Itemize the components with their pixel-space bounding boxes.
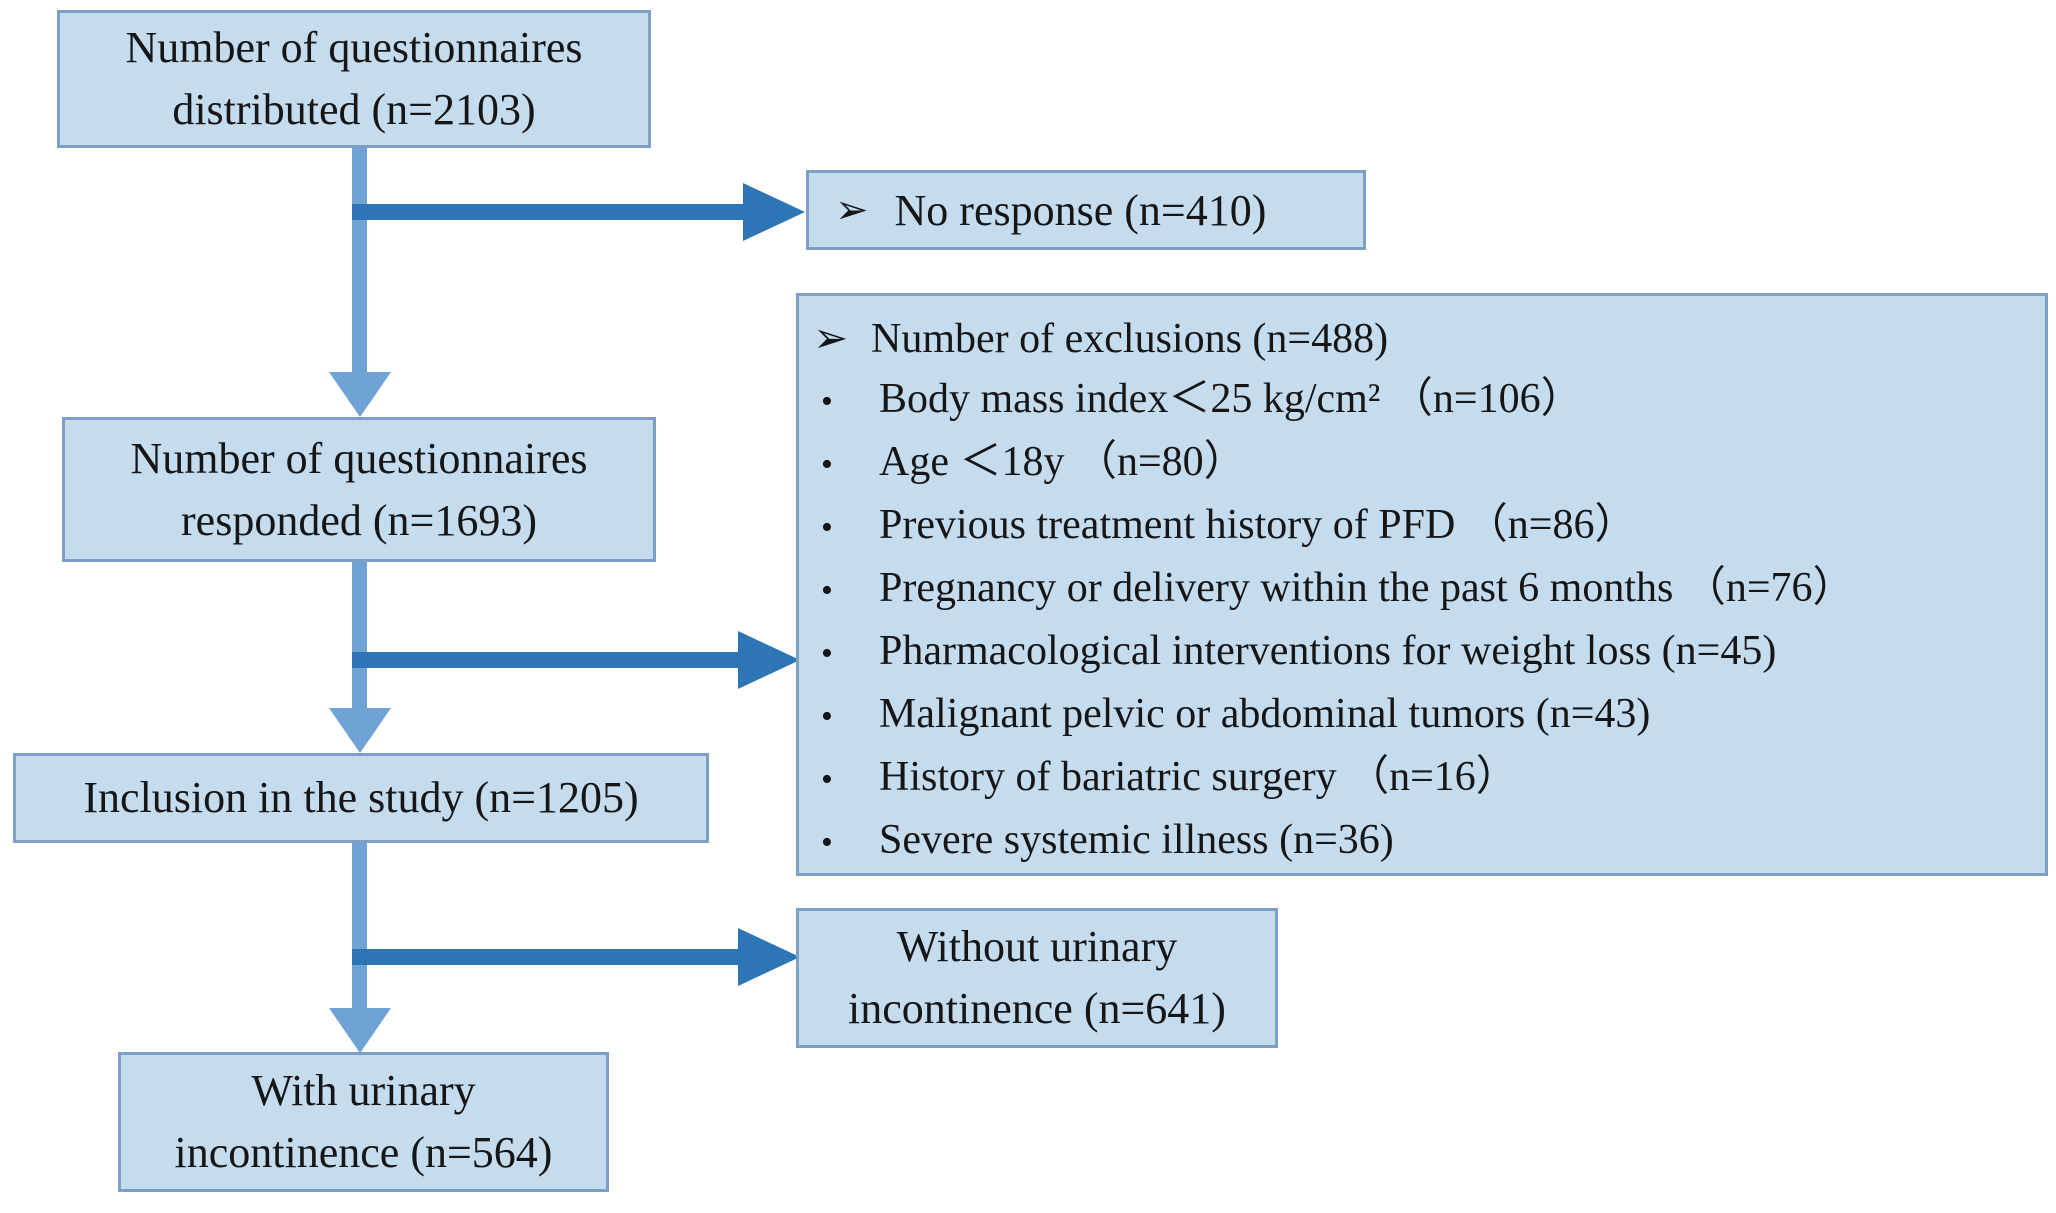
box-inclusion-label: Inclusion in the study (n=1205) <box>83 773 639 822</box>
box-inclusion-in-study: Inclusion in the study (n=1205) <box>13 753 709 843</box>
exclusion-item: • Age ＜18y （n=80） <box>811 432 2027 495</box>
exclusion-item-label: Malignant pelvic or abdominal tumors (n=… <box>879 691 1651 737</box>
exclusion-item: • Previous treatment history of PFD （n=8… <box>811 495 2027 558</box>
connector-line-horizontal-3 <box>352 949 740 965</box>
connector-line-horizontal-2 <box>352 652 740 668</box>
dot-bullet-icon: • <box>821 509 833 546</box>
exclusion-item-label: Pharmacological interventions for weight… <box>879 628 1777 674</box>
triangle-bullet-icon: ➢ <box>813 316 849 362</box>
box-questionnaires-responded: Number of questionnaires responded (n=16… <box>62 417 656 562</box>
exclusion-item: • Malignant pelvic or abdominal tumors (… <box>811 684 2027 747</box>
box-no-response-label: No response (n=410) <box>894 185 1267 235</box>
box-without-urinary-incontinence-label: Without urinary incontinence (n=641) <box>848 922 1226 1033</box>
dot-bullet-icon: • <box>821 635 833 672</box>
box-questionnaires-distributed-label: Number of questionnaires distributed (n=… <box>125 23 583 134</box>
box-questionnaires-responded-label: Number of questionnaires responded (n=16… <box>130 433 588 545</box>
exclusion-item: • History of bariatric surgery （n=16） <box>811 747 2027 810</box>
dot-bullet-icon: • <box>821 383 833 420</box>
arrow-right-icon <box>743 183 805 241</box>
exclusion-item-label: Previous treatment history of PFD （n=86） <box>879 502 1637 548</box>
exclusion-item-label: Severe systemic illness (n=36) <box>879 817 1394 863</box>
exclusion-item: • Body mass index＜25 kg/cm² （n=106） <box>811 369 2027 432</box>
dot-bullet-icon: • <box>821 824 833 861</box>
box-with-urinary-incontinence: With urinary incontinence (n=564) <box>118 1052 609 1192</box>
dot-bullet-icon: • <box>821 761 833 798</box>
arrow-down-icon <box>329 372 391 417</box>
box-exclusions: ➢ Number of exclusions (n=488) • Body ma… <box>796 293 2048 876</box>
box-questionnaires-distributed: Number of questionnaires distributed (n=… <box>57 10 651 148</box>
arrow-right-icon <box>738 928 800 986</box>
arrow-down-icon <box>329 1008 391 1053</box>
connector-line-vertical-1 <box>352 148 367 374</box>
exclusions-header-label: Number of exclusions (n=488) <box>871 316 1389 362</box>
exclusions-header-row: ➢ Number of exclusions (n=488) <box>811 309 2027 369</box>
box-without-urinary-incontinence: Without urinary incontinence (n=641) <box>796 908 1278 1048</box>
exclusion-item: • Severe systemic illness (n=36) <box>811 810 2027 873</box>
exclusion-item: • Pharmacological interventions for weig… <box>811 621 2027 684</box>
exclusion-item: • Pregnancy or delivery within the past … <box>811 558 2027 621</box>
dot-bullet-icon: • <box>821 698 833 735</box>
connector-line-horizontal-1 <box>352 204 743 220</box>
arrow-right-icon <box>738 631 800 689</box>
box-with-urinary-incontinence-label: With urinary incontinence (n=564) <box>174 1066 553 1177</box>
dot-bullet-icon: • <box>821 446 833 483</box>
exclusion-item-label: Age ＜18y （n=80） <box>879 439 1246 485</box>
connector-line-vertical-3 <box>352 843 367 1010</box>
triangle-bullet-icon: ➢ <box>835 187 869 232</box>
exclusion-item-label: Pregnancy or delivery within the past 6 … <box>879 565 1855 611</box>
exclusion-item-label: History of bariatric surgery （n=16） <box>879 754 1518 800</box>
connector-line-vertical-2 <box>352 562 367 710</box>
dot-bullet-icon: • <box>821 572 833 609</box>
exclusion-item-label: Body mass index＜25 kg/cm² （n=106） <box>879 376 1583 422</box>
box-no-response: ➢ No response (n=410) <box>806 170 1366 250</box>
arrow-down-icon <box>329 708 391 753</box>
